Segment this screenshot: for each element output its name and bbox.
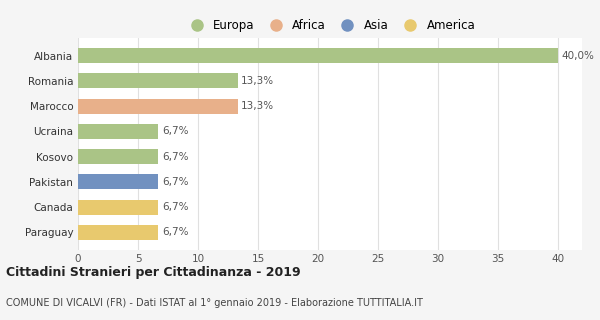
Text: 6,7%: 6,7% <box>162 152 188 162</box>
Bar <box>78 225 158 240</box>
Bar <box>78 200 158 215</box>
Legend: Europa, Africa, Asia, America: Europa, Africa, Asia, America <box>180 15 480 37</box>
Bar <box>78 174 158 189</box>
Text: 40,0%: 40,0% <box>562 51 595 60</box>
Bar <box>78 149 158 164</box>
Text: 6,7%: 6,7% <box>162 177 188 187</box>
Text: 6,7%: 6,7% <box>162 202 188 212</box>
Text: 6,7%: 6,7% <box>162 228 188 237</box>
Bar <box>78 99 238 114</box>
Text: Cittadini Stranieri per Cittadinanza - 2019: Cittadini Stranieri per Cittadinanza - 2… <box>6 266 301 279</box>
Text: 13,3%: 13,3% <box>241 76 274 86</box>
Text: 13,3%: 13,3% <box>241 101 274 111</box>
Bar <box>78 48 558 63</box>
Text: 6,7%: 6,7% <box>162 126 188 136</box>
Bar <box>78 124 158 139</box>
Bar <box>78 73 238 88</box>
Text: COMUNE DI VICALVI (FR) - Dati ISTAT al 1° gennaio 2019 - Elaborazione TUTTITALIA: COMUNE DI VICALVI (FR) - Dati ISTAT al 1… <box>6 298 423 308</box>
